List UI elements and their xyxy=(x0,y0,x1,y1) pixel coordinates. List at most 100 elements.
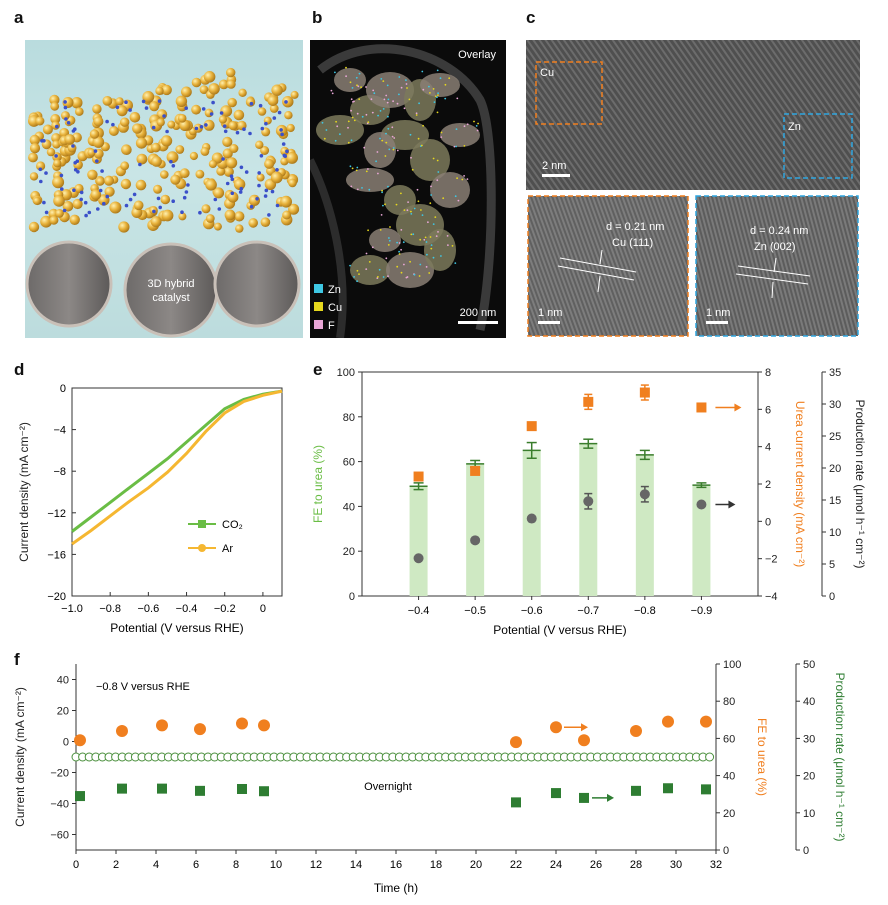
element-dot xyxy=(391,126,394,129)
fe-point xyxy=(74,734,86,747)
catalyst-ball xyxy=(52,176,65,189)
element-dot xyxy=(377,276,379,278)
element-dot xyxy=(444,97,447,100)
element-dot xyxy=(373,92,376,95)
element-dot xyxy=(382,204,384,207)
catalyst-ball xyxy=(189,151,198,161)
dopant-atom xyxy=(279,128,283,132)
element-dot xyxy=(418,275,421,277)
x-tick-label-e: −0.7 xyxy=(577,605,599,617)
element-dot xyxy=(376,151,379,153)
element-dot xyxy=(448,77,451,80)
catalyst-ball xyxy=(161,135,173,147)
catalyst-ball xyxy=(208,83,220,95)
element-dot xyxy=(413,207,416,210)
dopant-atom xyxy=(264,188,269,193)
catalyst-ball xyxy=(201,204,211,214)
current-density-point xyxy=(705,752,715,762)
catalyst-ball xyxy=(203,71,216,83)
catalyst-ball xyxy=(51,133,61,143)
y-axis-label-right-f: Production rate (μmol h⁻¹ cm⁻²) xyxy=(833,673,847,842)
dopant-atom xyxy=(235,130,240,135)
element-dot xyxy=(419,263,422,266)
element-dot xyxy=(361,187,363,189)
element-dot xyxy=(423,238,426,241)
catalyst-ball xyxy=(136,153,148,165)
element-dot xyxy=(398,93,400,96)
element-dot xyxy=(367,168,369,170)
chart-d: 0 −4 −8 −12 −16 −20−1.0 −0.8 −0.6 −0.4 −0.2 0 Poten… xyxy=(17,383,283,635)
catalyst-ball xyxy=(220,105,233,117)
catalyst-ball xyxy=(115,97,124,106)
catalyst-balls xyxy=(28,67,300,233)
catalyst-ball xyxy=(120,117,130,127)
legend-label: Ar xyxy=(222,543,233,555)
catalyst-ball xyxy=(133,200,144,211)
element-dot xyxy=(368,188,371,191)
legend-label: CO₂ xyxy=(222,519,243,531)
scalebar-b xyxy=(458,321,498,324)
y-axis-label-right-e: Production rate (μmol h⁻¹ cm⁻²) xyxy=(853,400,867,569)
x-tick-label-d: −0.4 xyxy=(176,603,198,615)
scalebar-b-label: 200 nm xyxy=(460,307,497,319)
x-tick-label-f: 26 xyxy=(590,859,602,871)
dopant-atom xyxy=(72,188,76,192)
x-tick-label-f: 22 xyxy=(510,859,522,871)
fe-point xyxy=(116,724,128,737)
catalyst-ball xyxy=(161,209,174,222)
y-axis-mid-f-tick-label: 100 xyxy=(723,659,741,671)
y-axis-right-f-tick-label: 0 xyxy=(803,845,809,857)
element-dot xyxy=(410,210,412,213)
y-axis-left-f-tick-label: −60 xyxy=(50,830,69,842)
catalyst-ball xyxy=(282,210,292,220)
dopant-atom xyxy=(239,165,244,170)
element-dot xyxy=(351,116,354,119)
element-dot xyxy=(461,178,464,181)
catalyst-ball xyxy=(200,147,210,156)
catalyst-ball xyxy=(118,221,130,233)
catalyst-ball xyxy=(93,116,104,127)
dopant-atom xyxy=(275,203,280,208)
particle-cluster xyxy=(410,139,450,181)
element-dot xyxy=(436,179,439,182)
x-tick-label-f: 14 xyxy=(350,859,362,871)
catalyst-ball xyxy=(150,216,162,228)
y-axis-left-e-tick-label: 40 xyxy=(343,501,355,513)
element-dot xyxy=(382,276,385,278)
production-rate-point xyxy=(195,785,205,796)
element-dot xyxy=(396,149,399,152)
catalyst-ball xyxy=(166,151,179,164)
dopant-atom xyxy=(217,207,222,211)
x-tick-label-f: 10 xyxy=(270,859,282,871)
dopant-atom xyxy=(73,161,77,165)
production-rate-point xyxy=(701,784,711,795)
dopant-atom xyxy=(38,167,43,172)
y-axis-right-e-tick-label: 10 xyxy=(829,527,841,539)
element-dot xyxy=(434,216,437,219)
dopant-atom xyxy=(115,105,120,110)
catalyst-ball xyxy=(290,90,299,99)
catalyst-ball xyxy=(179,168,190,179)
element-dot xyxy=(334,139,337,142)
catalyst-ball xyxy=(96,177,105,186)
element-dot xyxy=(400,271,403,274)
element-dot xyxy=(405,276,408,279)
element-dot xyxy=(367,229,369,232)
catalyst-ball xyxy=(35,116,45,126)
y-axis-right-f-tick-label: 50 xyxy=(803,659,815,671)
element-dot xyxy=(335,120,337,123)
urea-current-point xyxy=(696,402,707,413)
catalyst-ball xyxy=(50,101,60,111)
catalyst-ball xyxy=(151,142,161,153)
particle-cluster xyxy=(430,172,470,208)
element-dot xyxy=(396,241,398,244)
dopant-atom xyxy=(275,168,279,172)
y-tick-label-d: −20 xyxy=(47,591,66,603)
element-dot xyxy=(384,155,387,157)
dopant-atom xyxy=(79,190,84,195)
y-axis-right-e-tick-label: 35 xyxy=(829,367,841,379)
dopant-atom xyxy=(248,131,252,136)
y-axis-mid-f-tick-label: 20 xyxy=(723,808,735,820)
catalyst-ball xyxy=(153,184,163,194)
dopant-atom xyxy=(105,119,109,124)
